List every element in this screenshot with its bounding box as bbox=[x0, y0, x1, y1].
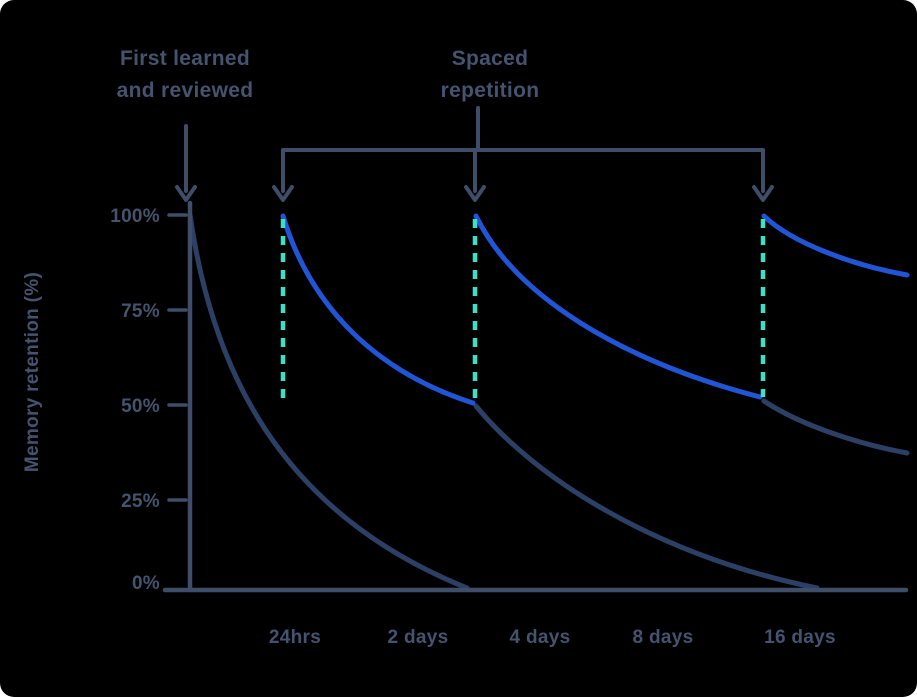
x-tick-labels: 24hrs 2 days 4 days 8 days 16 days bbox=[269, 627, 836, 648]
x-label-2days: 2 days bbox=[388, 627, 449, 648]
first-learned-label-line1: First learned bbox=[120, 47, 250, 70]
decay-without-review-2 bbox=[473, 403, 820, 591]
spaced-repetition-label-line2: repetition bbox=[441, 79, 540, 102]
x-label-8days: 8 days bbox=[633, 627, 694, 648]
x-label-24hrs: 24hrs bbox=[269, 627, 321, 648]
review-arrow-head-3-icon bbox=[752, 185, 774, 202]
first-learned-annotation: First learned and reviewed bbox=[117, 47, 254, 202]
retention-after-review-1 bbox=[280, 213, 476, 406]
review-boost-lines bbox=[280, 219, 766, 402]
y-tick-marks bbox=[167, 213, 188, 502]
x-label-16days: 16 days bbox=[764, 627, 836, 648]
y-axis-title: Memory retention (%) bbox=[22, 272, 43, 472]
first-learned-arrow-head-icon bbox=[175, 185, 197, 202]
review-arrow-head-2-icon bbox=[464, 185, 486, 202]
y-label-100: 100% bbox=[110, 206, 160, 227]
decay-after-first-learning bbox=[187, 212, 470, 591]
retention-after-review-3 bbox=[761, 213, 910, 278]
first-learned-label-line2: and reviewed bbox=[117, 79, 254, 102]
curves bbox=[187, 212, 910, 591]
y-label-0: 0% bbox=[132, 573, 160, 594]
decay-without-review-3 bbox=[761, 398, 910, 456]
y-tick-labels: 100% 75% 50% 25% 0% bbox=[110, 206, 160, 594]
y-label-75: 75% bbox=[121, 301, 160, 322]
y-label-50: 50% bbox=[121, 396, 160, 417]
spaced-repetition-annotation: Spaced repetition bbox=[272, 47, 774, 202]
retention-after-review-2 bbox=[473, 213, 763, 400]
x-label-4days: 4 days bbox=[510, 627, 571, 648]
spaced-repetition-label-line1: Spaced bbox=[452, 47, 529, 70]
review-arrow-head-1-icon bbox=[272, 185, 294, 202]
y-label-25: 25% bbox=[121, 491, 160, 512]
